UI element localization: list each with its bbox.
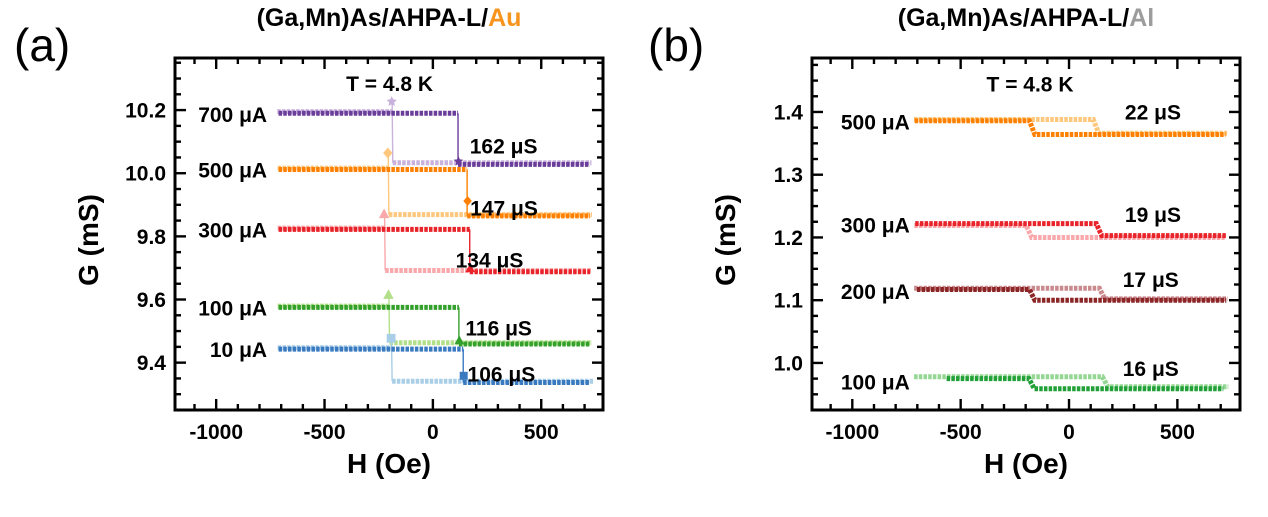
dark-switch-marker: [465, 263, 475, 273]
series-200μA: [914, 285, 1228, 303]
light-branch: [914, 223, 1225, 240]
y-tick-label: 9.8: [137, 226, 167, 249]
current-label: 500 μA: [841, 112, 910, 135]
y-tick-label: 9.4: [137, 352, 167, 375]
dark-branch: [914, 118, 1226, 137]
dark-branch: [946, 376, 1224, 392]
y-tick-label: 1.1: [774, 290, 804, 313]
y-tick-label: 9.6: [137, 289, 166, 312]
delta-g-label: 116 μS: [465, 318, 532, 341]
delta-g-label: 162 μS: [470, 135, 538, 158]
panel-b-title: (Ga,Mn)As/AHPA-L/Al: [812, 4, 1240, 33]
panel-b-corner-label: (b): [648, 19, 705, 71]
y-tick-label: 1.3: [774, 164, 803, 187]
light-switch-marker: [386, 96, 397, 106]
delta-g-label: 17 μS: [1123, 269, 1179, 292]
light-switch-marker: [383, 147, 393, 159]
current-label: 500 μA: [198, 160, 267, 183]
plot-frame: [173, 56, 605, 412]
y-tick-label: 10.0: [125, 163, 166, 186]
dark-branch: [915, 221, 1226, 239]
current-label: 10 μA: [210, 339, 267, 362]
panel-a-title: (Ga,Mn)As/AHPA-L/Au: [175, 4, 603, 33]
temperature-annotation: T = 4.8 K: [346, 73, 433, 96]
x-tick-label: -1000: [825, 421, 879, 444]
series-300μA: [914, 221, 1226, 240]
y-tick-label: 1.0: [774, 352, 803, 375]
series-100μA: [277, 289, 592, 347]
delta-g-label: 22 μS: [1125, 102, 1181, 125]
panel-b-title-main: (Ga,Mn)As/AHPA-L/: [897, 4, 1130, 32]
current-label: 200 μA: [841, 281, 910, 304]
x-tick-label: 500: [524, 421, 559, 444]
dark-switch-marker: [459, 371, 468, 380]
panel-a: -1000 -500 0 500 9.4 9.6 9.8 10.0 10.2 700 μA 162 …: [125, 56, 605, 444]
x-tick-label: -1000: [189, 421, 243, 444]
series-100μA: [914, 374, 1229, 392]
light-transition: [383, 213, 386, 271]
light-branch: [913, 117, 1228, 136]
current-label: 100 μA: [198, 298, 267, 321]
series-500μA: [277, 147, 592, 219]
plot-frame: [810, 56, 1242, 412]
panel-b-yaxis-label: G (mS): [710, 194, 741, 286]
light-transition: [387, 153, 390, 215]
current-label: 700 μA: [198, 104, 267, 127]
dark-switch-marker: [454, 335, 465, 345]
current-label: 300 μA: [198, 220, 267, 243]
series-10μA: [277, 333, 595, 386]
delta-g-label: 19 μS: [1125, 204, 1181, 227]
x-tick-label: -500: [940, 421, 982, 444]
x-tick-label: 0: [1063, 421, 1075, 444]
dark-branch: [916, 287, 1227, 303]
light-switch-marker: [386, 333, 396, 343]
series-700μA: [277, 96, 592, 167]
dark-switch-marker: [463, 196, 472, 206]
delta-g-label: 134 μS: [456, 250, 524, 273]
delta-g-label: 147 μS: [470, 198, 538, 221]
y-tick-label: 1.2: [774, 227, 803, 250]
panel-a-corner-label: (a): [14, 19, 71, 71]
y-tick-label: 1.4: [774, 101, 804, 124]
panel-a-xaxis-label: H (Oe): [347, 448, 431, 479]
delta-g-label: 16 μS: [1123, 358, 1179, 381]
panel-b: -1000 -500 0 500 1.0 1.1 1.2 1.3 1.4 500 μA 22 μS 3…: [774, 56, 1242, 444]
current-label: 300 μA: [841, 215, 910, 238]
x-tick-label: 0: [427, 421, 439, 444]
x-tick-label: -500: [304, 421, 346, 444]
y-tick-label: 10.2: [125, 100, 166, 123]
light-transition: [390, 338, 393, 382]
light-switch-marker: [378, 208, 390, 219]
panel-a-title-metal: Au: [488, 4, 522, 32]
panel-a-title-main: (Ga,Mn)As/AHPA-L/: [256, 4, 489, 32]
light-switch-marker: [383, 289, 394, 299]
panel-b-title-metal: Al: [1129, 4, 1155, 32]
series-500μA: [913, 117, 1228, 137]
series-300μA: [277, 208, 592, 275]
x-tick-label: 500: [1160, 421, 1195, 444]
panel-b-xaxis-label: H (Oe): [984, 448, 1068, 479]
current-label: 100 μA: [841, 371, 910, 394]
dark-switch-marker: [453, 156, 464, 166]
delta-g-label: 106 μS: [468, 364, 536, 387]
temperature-annotation: T = 4.8 K: [987, 73, 1074, 96]
panel-a-yaxis-label: G (mS): [73, 194, 104, 286]
